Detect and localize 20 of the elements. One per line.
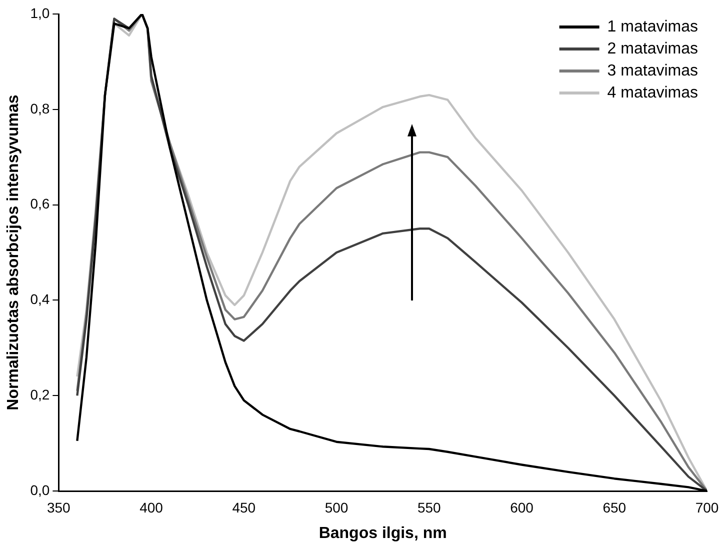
x-tick-label: 350 (46, 499, 71, 516)
x-tick-label: 450 (232, 499, 256, 516)
legend-label: 2 matavimas (607, 40, 698, 58)
legend-label: 3 matavimas (607, 62, 698, 80)
x-tick-label: 650 (602, 499, 626, 516)
y-tick-label: 0,0 (30, 482, 50, 498)
x-tick-label: 600 (510, 499, 534, 516)
y-tick-label: 0,6 (30, 196, 50, 212)
y-axis-title: Normalizuotas absorbcijos intensyvumas (5, 94, 22, 410)
x-tick-label: 400 (140, 499, 164, 516)
y-tick-label: 1,0 (30, 4, 50, 21)
x-tick-label: 550 (417, 499, 442, 516)
y-tick-label: 0,2 (30, 386, 50, 402)
legend-label: 1 matavimas (607, 18, 698, 36)
legend-label: 4 matavimas (607, 84, 698, 102)
y-tick-label: 0,8 (30, 100, 50, 116)
x-tick-label: 700 (695, 499, 719, 516)
y-tick-label: 0,4 (30, 291, 50, 308)
x-tick-label: 500 (324, 499, 348, 516)
x-axis-title: Bangos ilgis, nm (318, 524, 447, 542)
